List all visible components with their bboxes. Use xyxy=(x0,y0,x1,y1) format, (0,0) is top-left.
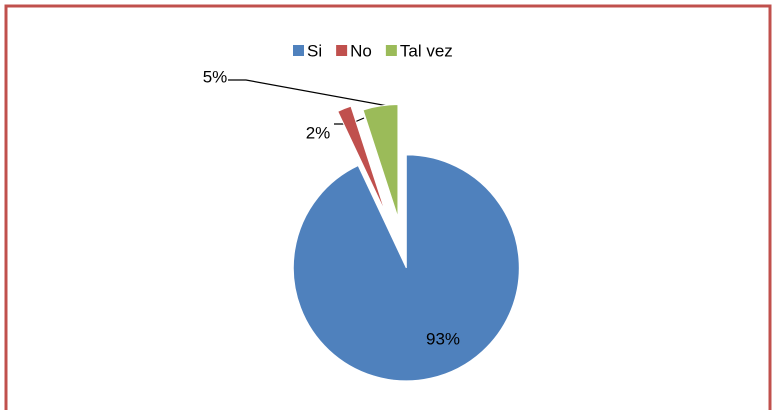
legend-label: Tal vez xyxy=(400,41,453,60)
legend-label: Si xyxy=(307,41,322,60)
data-label: 5% xyxy=(203,67,228,86)
legend-label: No xyxy=(350,41,372,60)
data-label: 93% xyxy=(426,329,460,348)
pie-slice xyxy=(362,104,399,218)
leader-line xyxy=(228,79,389,107)
legend-swatch xyxy=(293,45,304,56)
data-label: 2% xyxy=(306,123,331,142)
pie-slice xyxy=(337,105,387,214)
pie-slice xyxy=(292,154,520,382)
legend-swatch xyxy=(385,45,397,56)
legend-swatch xyxy=(336,45,348,56)
